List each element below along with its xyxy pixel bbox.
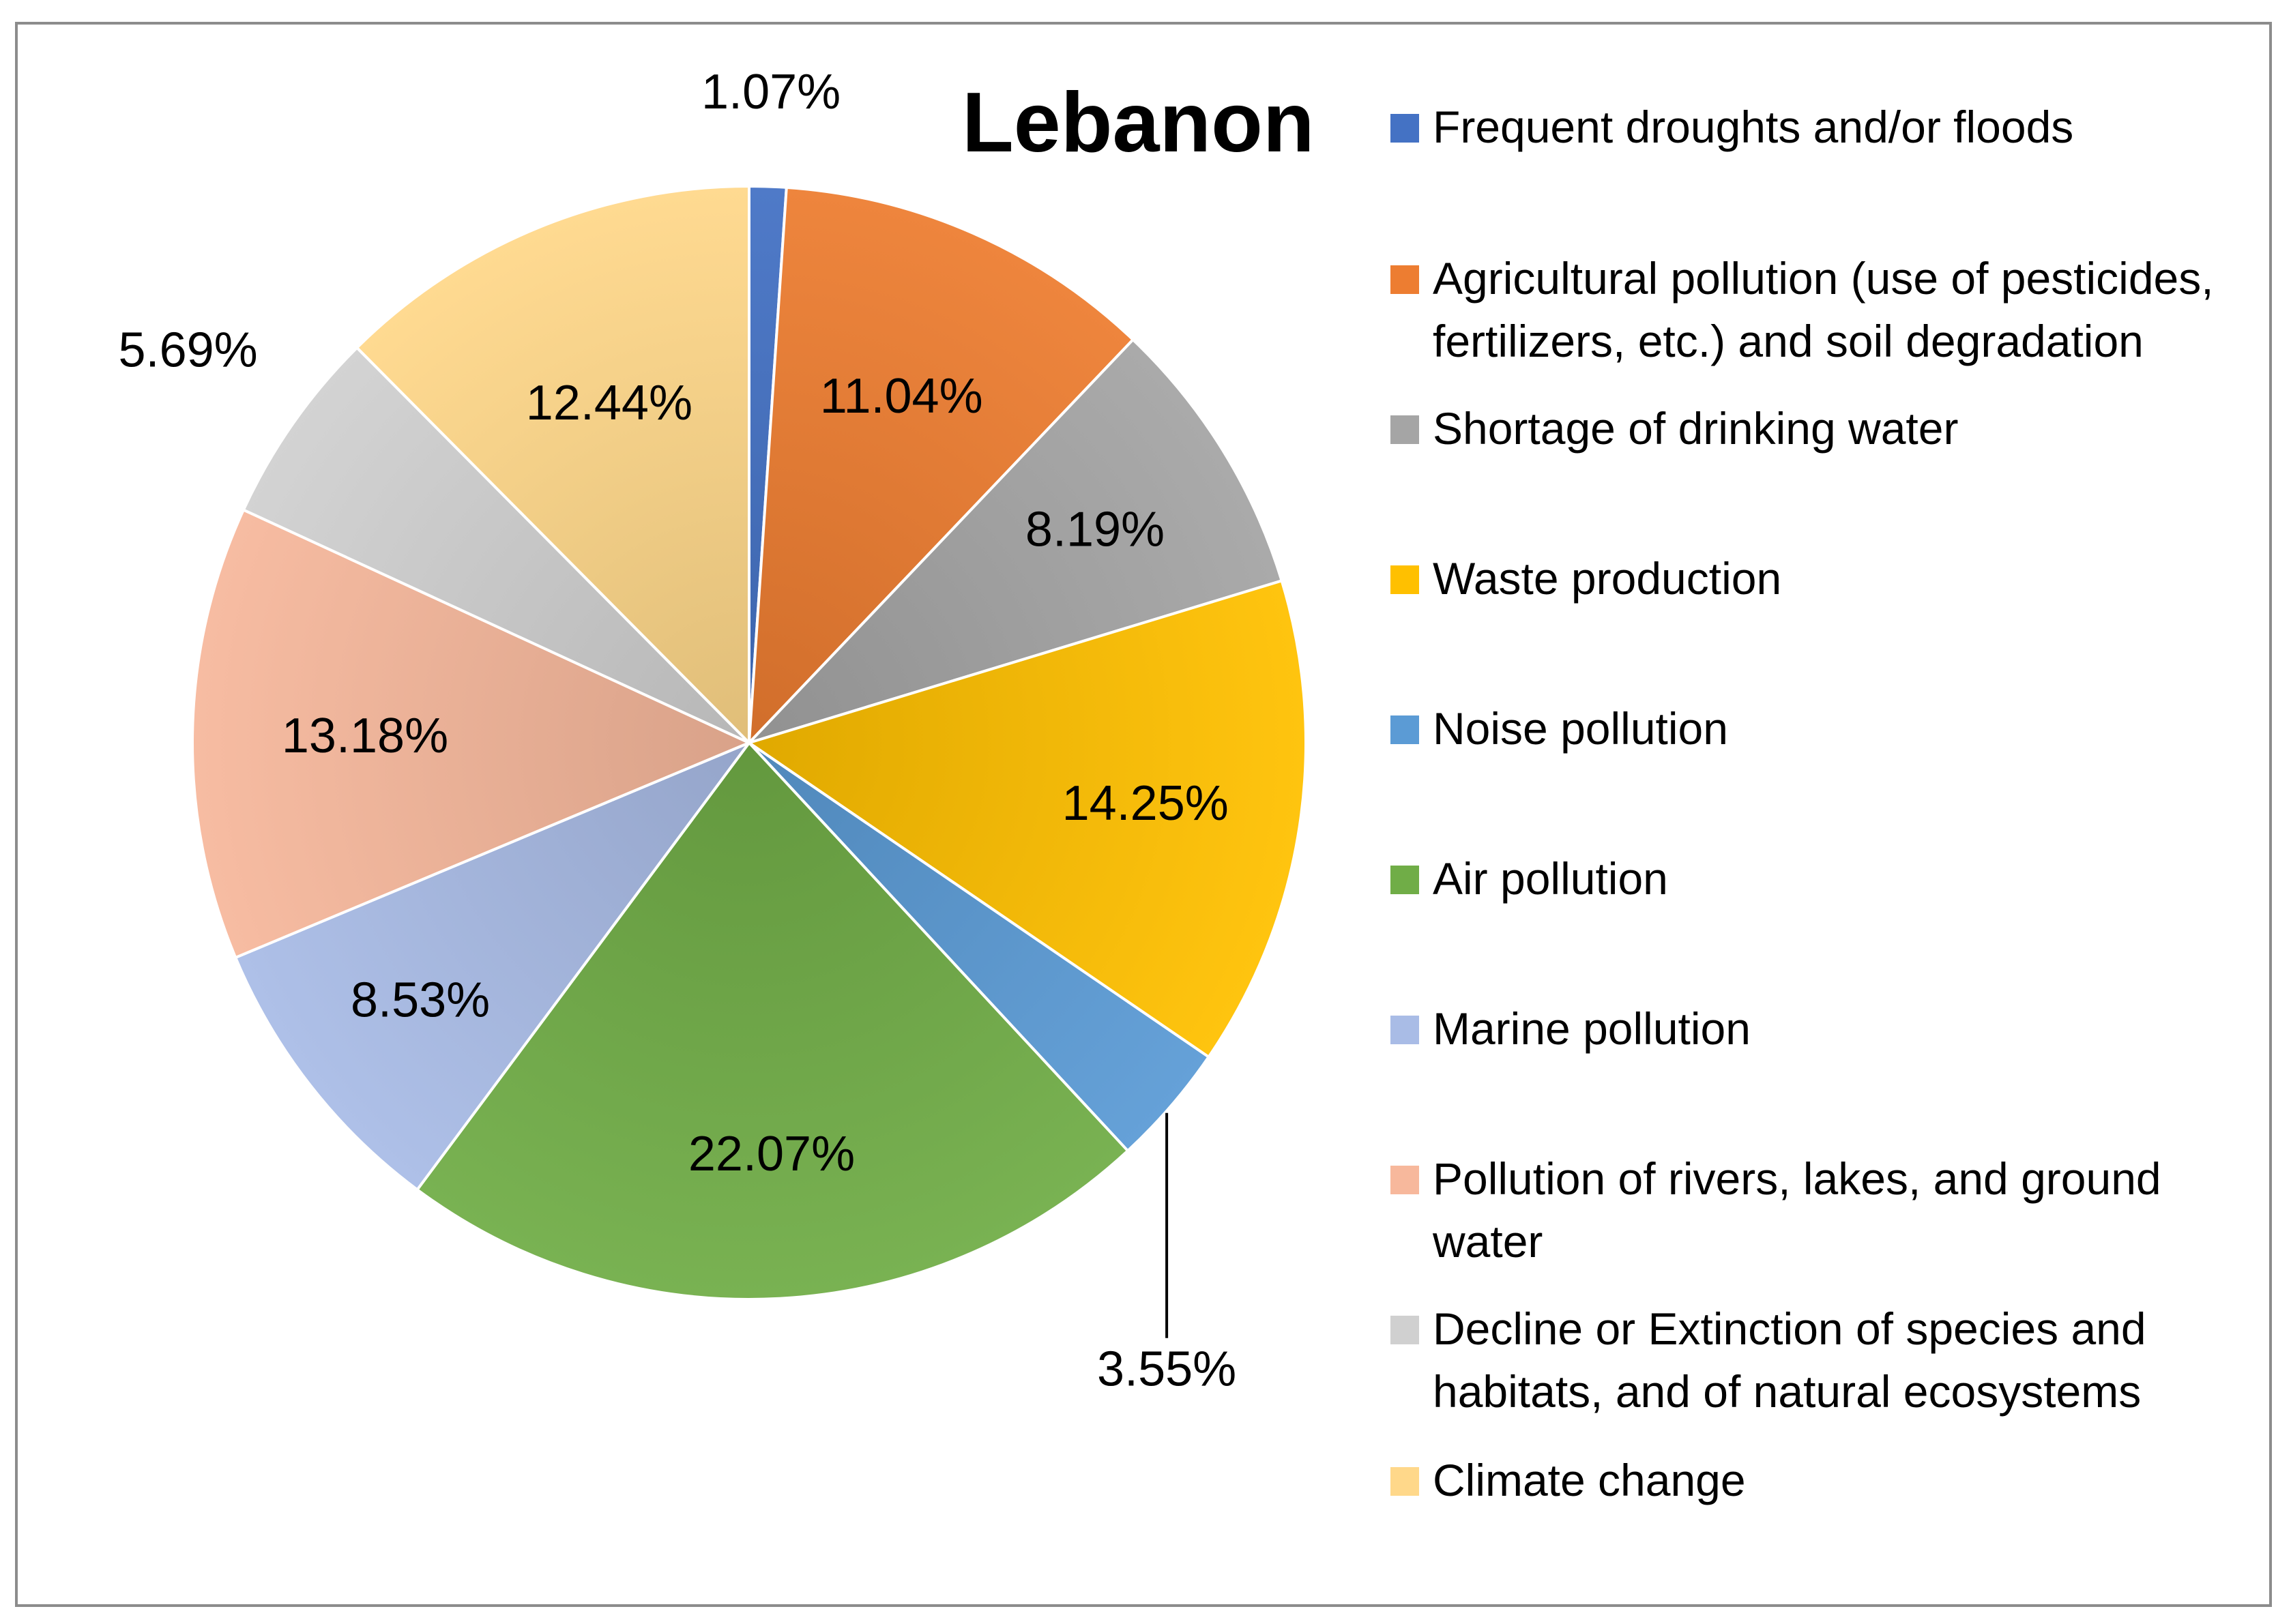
pie-slice-decline-or-extinction-of-species-and-habitats-and-of-natural-ecosystems xyxy=(242,346,750,744)
data-label-marine-pollution: 8.53% xyxy=(351,973,490,1027)
data-label-frequent-droughts-and-or-floods: 1.07% xyxy=(701,65,841,119)
pie-slice-shortage-of-drinking-water xyxy=(748,338,1283,744)
legend-swatch xyxy=(1390,1166,1419,1194)
data-label-climate-change: 12.44% xyxy=(526,376,692,430)
legend-label: Waste production xyxy=(1433,553,1782,604)
legend-swatch xyxy=(1390,1316,1419,1344)
legend-swatch xyxy=(1390,866,1419,894)
data-label-agricultural-pollution-use-of-pesticides-fertilizers-etc-and-soil-degradation: 11.04% xyxy=(820,369,983,424)
legend-swatch xyxy=(1390,1467,1419,1496)
pie-slice-pollution-of-rivers-lakes-and-ground-water xyxy=(191,508,750,959)
legend-label: Marine pollution xyxy=(1433,1003,1751,1054)
legend-label: Pollution of rivers, lakes, and ground w… xyxy=(1433,1153,2161,1267)
legend-label: Noise pollution xyxy=(1433,703,1728,754)
legend-label: Shortage of drinking water xyxy=(1433,403,1959,454)
legend-swatch xyxy=(1390,715,1419,744)
data-label-waste-production: 14.25% xyxy=(1062,776,1229,831)
data-label-shortage-of-drinking-water: 8.19% xyxy=(1025,502,1165,557)
legend-swatch xyxy=(1390,565,1419,594)
legend-swatch xyxy=(1390,1016,1419,1044)
legend-label: Decline or Extinction of species and hab… xyxy=(1433,1303,2146,1417)
data-label-decline-or-extinction-of-species-and-habitats-and-of-natural-ecosystems: 5.69% xyxy=(119,323,258,378)
legend-swatch xyxy=(1390,265,1419,294)
legend-label: Frequent droughts and/or floods xyxy=(1433,102,2074,152)
legend-swatch xyxy=(1390,415,1419,444)
legend-label: Air pollution xyxy=(1433,853,1668,904)
pie-slice-air-pollution xyxy=(415,741,1129,1301)
legend-swatch xyxy=(1390,114,1419,143)
legend-label: Agricultural pollution (use of pesticide… xyxy=(1433,253,2214,366)
pie-slice-climate-change xyxy=(355,185,750,744)
data-label-noise-pollution: 3.55% xyxy=(1097,1342,1236,1397)
chart-title: Lebanon xyxy=(962,76,1315,170)
pie-slice-marine-pollution xyxy=(234,741,750,1192)
pie-slice-waste-production xyxy=(748,579,1307,1059)
pie-slice-agricultural-pollution-use-of-pesticides-fertilizers-etc-and-soil-degradation xyxy=(748,186,1135,744)
data-label-air-pollution: 22.07% xyxy=(688,1127,855,1181)
data-label-pollution-of-rivers-lakes-and-ground-water: 13.18% xyxy=(282,709,448,763)
legend-label: Climate change xyxy=(1433,1455,1746,1505)
